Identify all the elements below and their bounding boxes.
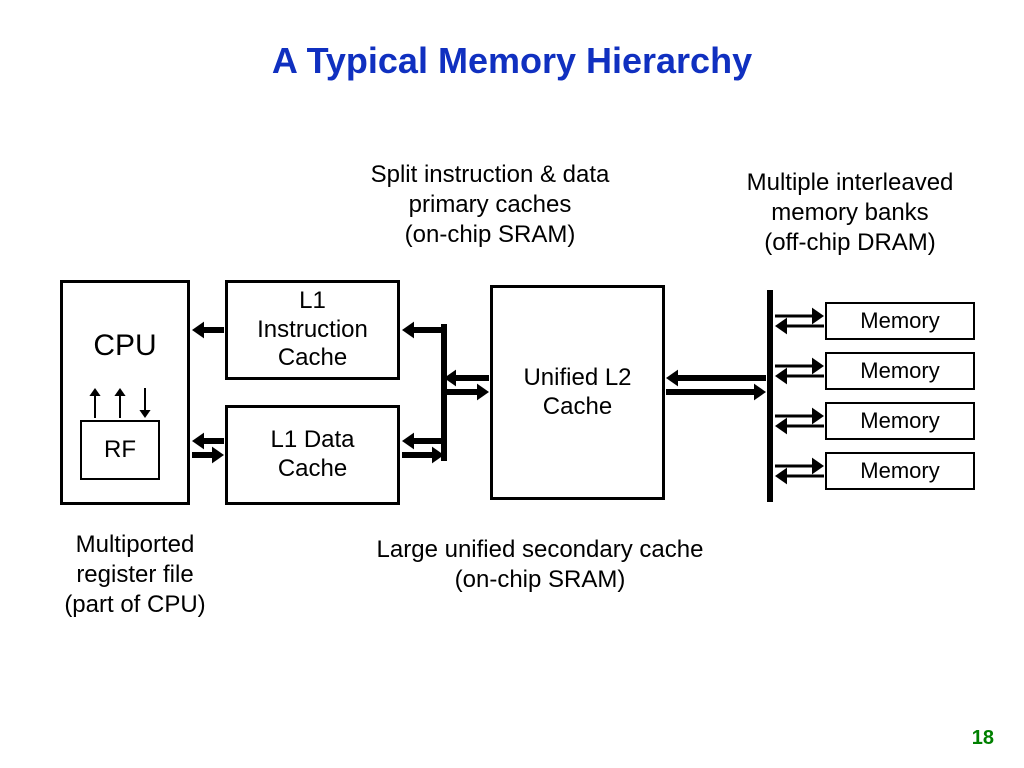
memory-bank-0-box: Memory [825, 302, 975, 340]
l2-cache-box: Unified L2Cache [490, 285, 665, 500]
l1-instruction-cache-box: L1InstructionCache [225, 280, 400, 380]
anno-l2-cache: Large unified secondary cache(on-chip SR… [330, 535, 750, 595]
cpu-label: CPU [60, 329, 190, 363]
memory-bank-3-box: Memory [825, 452, 975, 490]
rf-box: RF [80, 420, 160, 480]
anno-register-file: Multiportedregister file(part of CPU) [30, 530, 240, 620]
memory-bank-2-box: Memory [825, 402, 975, 440]
memory-bank-1-box: Memory [825, 352, 975, 390]
slide-title: A Typical Memory Hierarchy [0, 40, 1024, 82]
anno-memory-banks: Multiple interleavedmemory banks(off-chi… [700, 168, 1000, 258]
page-number: 18 [972, 727, 994, 750]
anno-split-caches: Split instruction & dataprimary caches(o… [330, 160, 650, 250]
l1-data-cache-box: L1 DataCache [225, 405, 400, 505]
